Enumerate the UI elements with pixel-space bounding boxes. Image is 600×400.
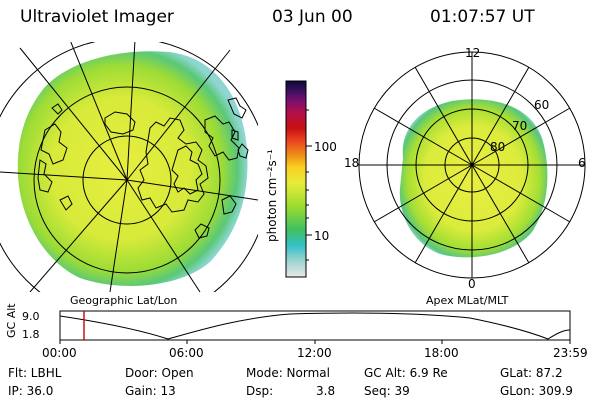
altitude-curve bbox=[59, 312, 571, 340]
polar-plot-caption: Apex MLat/MLT bbox=[426, 294, 509, 307]
mlt-label-0: 0 bbox=[468, 277, 476, 291]
status-gain: Gain: 13 bbox=[125, 384, 176, 398]
altitude-xtick-1200: 12:00 bbox=[297, 346, 332, 360]
status-seq: Seq: 39 bbox=[364, 384, 410, 398]
mlt-label-6: 6 bbox=[578, 156, 586, 170]
mlt-label-12: 12 bbox=[465, 46, 481, 60]
status-glat: GLat: 87.2 bbox=[500, 366, 563, 380]
status-mode: Mode: Normal bbox=[246, 366, 330, 380]
colorbar bbox=[285, 80, 312, 278]
aurora-image-mlt bbox=[399, 99, 548, 258]
altitude-xtick-1800: 18:00 bbox=[424, 346, 459, 360]
colorbar-tick-10: 10 bbox=[314, 229, 330, 243]
mlat-label-80: 80 bbox=[490, 140, 506, 154]
status-dsp-label: Dsp: bbox=[246, 384, 274, 398]
status-ip: IP: 36.0 bbox=[8, 384, 54, 398]
geo-map-caption: Geographic Lat/Lon bbox=[70, 294, 178, 307]
instrument-title: Ultraviolet Imager bbox=[20, 7, 174, 27]
altitude-xtick-2359: 23:59 bbox=[553, 346, 588, 360]
geographic-map bbox=[0, 42, 258, 292]
altitude-ytick-low: 1.8 bbox=[22, 328, 40, 341]
date-label: 03 Jun 00 bbox=[272, 7, 353, 27]
status-filter: Flt: LBHL bbox=[8, 366, 62, 380]
altitude-xtick-0000: 00:00 bbox=[42, 346, 77, 360]
altitude-plot bbox=[59, 310, 571, 344]
altitude-xtick-0600: 06:00 bbox=[169, 346, 204, 360]
status-dsp-value: 3.8 bbox=[316, 384, 336, 398]
status-glon: GLon: 309.9 bbox=[500, 384, 573, 398]
mlat-label-60: 60 bbox=[534, 98, 550, 112]
polar-plot bbox=[358, 51, 586, 279]
colorbar-tick-100: 100 bbox=[314, 140, 337, 154]
status-door: Door: Open bbox=[125, 366, 194, 380]
altitude-ylabel: GC Alt bbox=[5, 303, 18, 338]
mlt-label-18: 18 bbox=[344, 156, 360, 170]
altitude-ytick-high: 9.0 bbox=[22, 310, 40, 323]
status-gc-alt: GC Alt: 6.9 Re bbox=[364, 366, 448, 380]
aurora-image-geo bbox=[17, 51, 248, 286]
time-label: 01:07:57 UT bbox=[430, 7, 535, 27]
colorbar-unit-label: photon cm⁻²s⁻¹ bbox=[265, 149, 279, 242]
mlat-label-70: 70 bbox=[512, 119, 528, 133]
